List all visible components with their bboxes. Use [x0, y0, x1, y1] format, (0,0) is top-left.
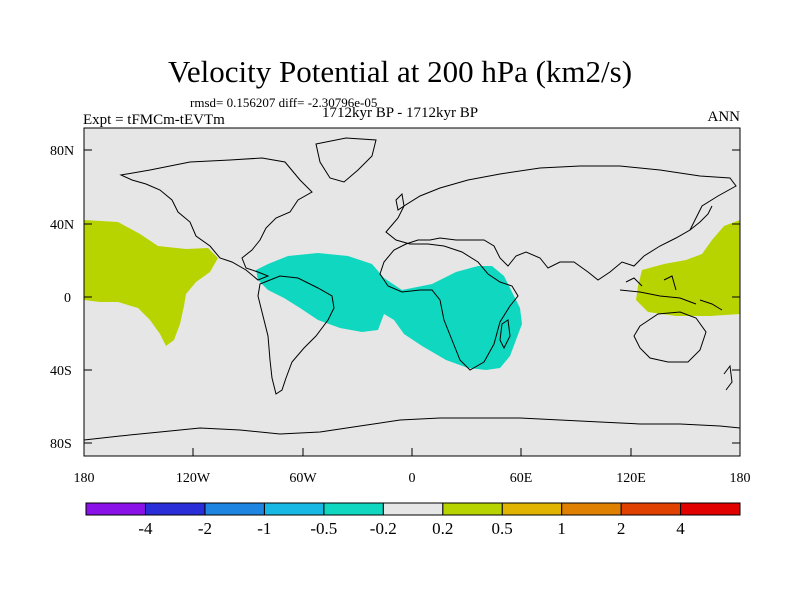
eurasia-africa-outline	[379, 165, 737, 371]
season-label: ANN	[707, 109, 741, 125]
lon-tick-label: 120E	[616, 471, 646, 486]
colorbar-swatch	[680, 502, 741, 516]
lon-tick-label: 180	[730, 471, 751, 486]
antarctica-outline	[84, 417, 740, 441]
lat-tick-label: 40S	[50, 364, 72, 379]
lon-tick-label: 120W	[176, 471, 211, 486]
period-label: 1712kyr BP - 1712kyr BP	[322, 105, 479, 121]
colorbar-swatch	[85, 502, 146, 516]
colorbar-label: 0.2	[432, 519, 453, 538]
colorbar-label: 0.5	[492, 519, 513, 538]
west-pacific-positive-region	[636, 220, 740, 316]
eastern-pacific-positive-region	[84, 220, 218, 346]
japan-outline	[689, 205, 713, 231]
colorbar-label: -2	[198, 519, 212, 538]
colorbar-swatch	[620, 502, 682, 516]
colorbar-label: 2	[617, 519, 626, 538]
colorbar-label: -4	[138, 519, 153, 538]
colorbar-label: 4	[676, 519, 685, 538]
uk-outline	[395, 192, 405, 211]
lon-tick-label: 60W	[289, 471, 317, 486]
lon-tick-label: 180	[74, 471, 95, 486]
greenland-outline	[315, 137, 377, 183]
madagascar-outline	[499, 319, 511, 350]
north-america-outline	[119, 157, 313, 281]
colorbar	[85, 502, 741, 516]
colorbar-swatch	[144, 502, 206, 516]
chart-title: Velocity Potential at 200 hPa (km2/s)	[167, 54, 633, 89]
colorbar-swatch	[442, 502, 503, 516]
colorbar-swatch	[263, 502, 325, 516]
lat-tick-label: 40N	[50, 218, 74, 233]
lon-tick-label: 0	[409, 471, 416, 486]
lon-tick-label: 60E	[510, 471, 533, 486]
longitude-axis	[83, 448, 741, 456]
colorbar-swatch	[382, 502, 444, 516]
maritime-continent-outline	[619, 275, 723, 311]
experiment-label: Expt = tFMCm-tEVTm	[83, 112, 225, 128]
colorbar-label: -1	[257, 519, 271, 538]
colorbar-label: -0.5	[310, 519, 337, 538]
colorbar-swatch	[323, 502, 384, 516]
latitude-axis	[84, 149, 740, 444]
colorbar-swatch	[501, 502, 563, 516]
rmsd-diff-stats: rmsd= 0.156207 diff= -2.30796e-05	[190, 95, 378, 110]
south-america-outline	[257, 275, 335, 395]
lat-tick-label: 80S	[50, 437, 72, 452]
australia-outline	[633, 311, 707, 363]
lat-tick-label: 80N	[50, 144, 74, 159]
colorbar-swatch	[561, 502, 622, 516]
colorbar-swatch	[204, 502, 265, 516]
atlantic-africa-negative-region	[256, 253, 522, 370]
colorbar-label: 1	[557, 519, 566, 538]
coastlines	[84, 137, 740, 441]
colorbar-label: -0.2	[370, 519, 397, 538]
new-zealand-outline	[723, 364, 733, 391]
colorbar-box	[85, 502, 741, 516]
lat-tick-label: 0	[64, 291, 71, 306]
colorbar-labels: -4 -2 -1 -0.5 -0.2 0.2 0.5 1 2 4	[138, 519, 685, 538]
